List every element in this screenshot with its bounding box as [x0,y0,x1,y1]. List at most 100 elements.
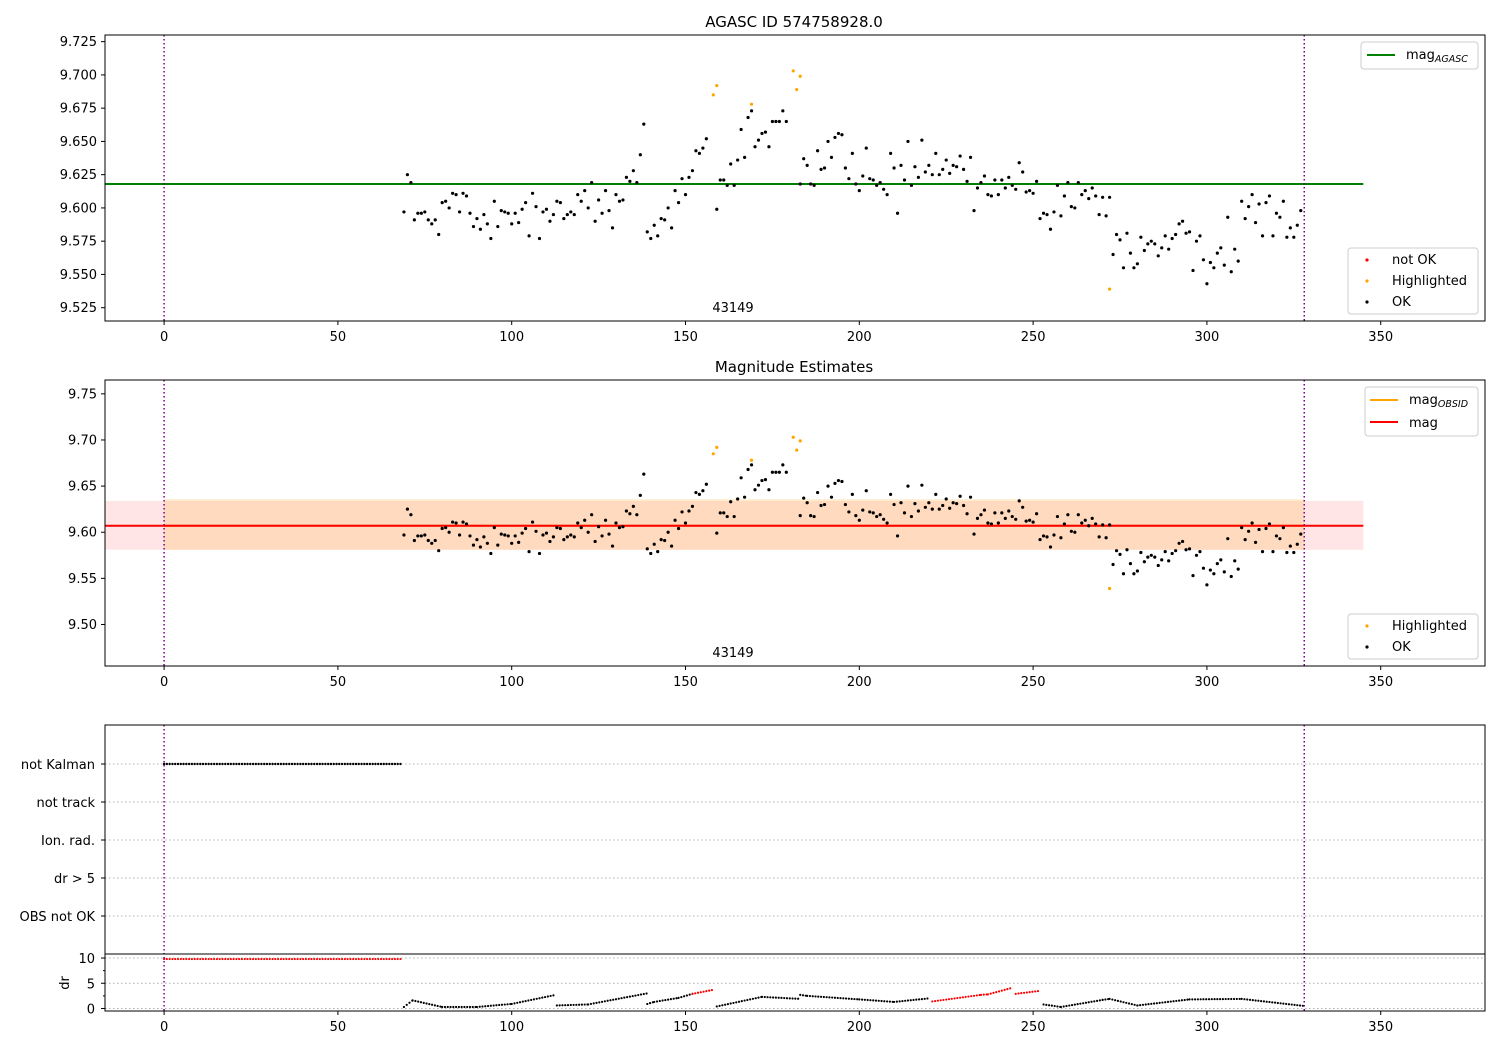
point-ok-196 [1101,523,1105,527]
dr-point-361 [1144,1003,1147,1006]
flag-point-60 [329,762,333,766]
dr-point-347 [1108,997,1111,1000]
dr-point-165 [614,998,618,1001]
point-ok-153 [951,163,955,167]
point-ok-188 [1073,206,1077,210]
dr-point-390 [1224,997,1227,1001]
point-ok-156 [961,503,966,508]
point-ok-104 [770,119,775,124]
point-ok-192 [1087,197,1091,201]
dr-point-84 [396,957,399,961]
point-ok-136 [892,166,896,170]
point-ok-169 [1007,509,1011,513]
flag-point-72 [363,762,366,766]
point-ok-21 [475,216,479,221]
dr-point-136 [535,997,538,1000]
point-ok-127 [861,508,865,512]
dr-point-292 [959,996,962,999]
flag-point-68 [351,762,355,766]
dr-point-105 [452,1005,455,1009]
point-ok-222 [1191,268,1195,273]
flag-point-83 [393,762,397,766]
point-ok-3 [412,538,416,543]
point-ok-11 [440,526,444,531]
point-ok-238 [1247,205,1251,209]
point-ok-251 [1292,550,1296,555]
point-ok-47 [565,212,569,217]
point-ok-221 [1187,230,1192,234]
point-ok-74 [659,538,663,542]
dr-point-132 [524,999,527,1003]
dr-point-307 [997,990,1001,993]
dr-point-128 [513,1002,516,1005]
point-ok-82 [687,175,691,179]
dr-point-278 [917,998,921,1001]
dr-point-197 [696,991,700,994]
point-ok-150 [941,503,945,508]
flag-point-27 [237,762,241,766]
point-ok-8 [430,541,434,545]
dr-point-4 [174,957,177,961]
point-ok-206 [1135,569,1139,573]
uncertainty-band-1 [164,499,1305,550]
point-ok-180 [1045,212,1049,217]
dr-point-131 [521,1000,524,1003]
dr-point-14 [201,957,205,961]
dr-point-297 [972,994,976,997]
point-ok-62 [617,199,622,203]
flag-point-54 [313,762,316,766]
dr-point-282 [931,1000,934,1003]
dr-point-16 [207,957,210,961]
dr-point-87 [405,1003,408,1006]
dr-point-45 [288,957,291,961]
point-ok-141 [909,514,914,519]
point-ok-182 [1052,533,1056,537]
point-ok-32 [513,534,517,538]
point-ok-6 [423,533,427,537]
point-ok-140 [906,484,910,488]
dr-point-159 [598,1001,601,1004]
point-ok-97 [746,115,750,120]
dr-point-324 [1050,1004,1053,1007]
point-ok-153 [951,501,955,505]
dr-point-103 [446,1005,449,1009]
dr-point-59 [327,957,330,961]
point-ok-164 [989,522,993,526]
dr-point-285 [939,999,942,1002]
flag-point-7 [182,762,185,766]
point-ok-243 [1264,526,1268,531]
point-ok-249 [1285,235,1289,239]
point-ok-101 [760,478,764,483]
legend-not-ok-label: not OK [1392,253,1437,268]
dr-point-162 [606,999,609,1002]
dr-point-6 [179,957,182,961]
dr-point-109 [463,1005,466,1009]
point-ok-211 [1153,555,1157,559]
point-ok-92 [729,162,733,166]
point-ok-239 [1250,193,1254,197]
dr-point-395 [1238,997,1241,1001]
dr-point-48 [296,957,299,961]
dr-point-184 [664,998,667,1002]
dr-point-298 [975,994,978,997]
point-ok-40 [541,533,545,537]
point-ok-24 [485,541,489,545]
point-ok-37 [530,520,535,524]
point-ok-53 [586,530,590,534]
flag-point-25 [232,762,235,766]
dr-point-351 [1119,1000,1122,1003]
dr-point-142 [552,994,555,997]
dr-point-39 [271,957,274,961]
point-ok-19 [468,211,472,215]
dr-point-177 [646,1002,649,1006]
point-ok-52 [583,518,587,522]
point-ok-161 [979,181,983,185]
point-highlighted-3 [791,69,795,73]
point-ok-39 [537,551,542,556]
flag-point-49 [299,762,302,766]
dr-point-379 [1193,998,1197,1001]
point-ok-13 [447,530,451,534]
flag-point-42 [279,762,283,766]
dr-point-337 [1084,1001,1088,1004]
point-ok-207 [1139,235,1143,239]
